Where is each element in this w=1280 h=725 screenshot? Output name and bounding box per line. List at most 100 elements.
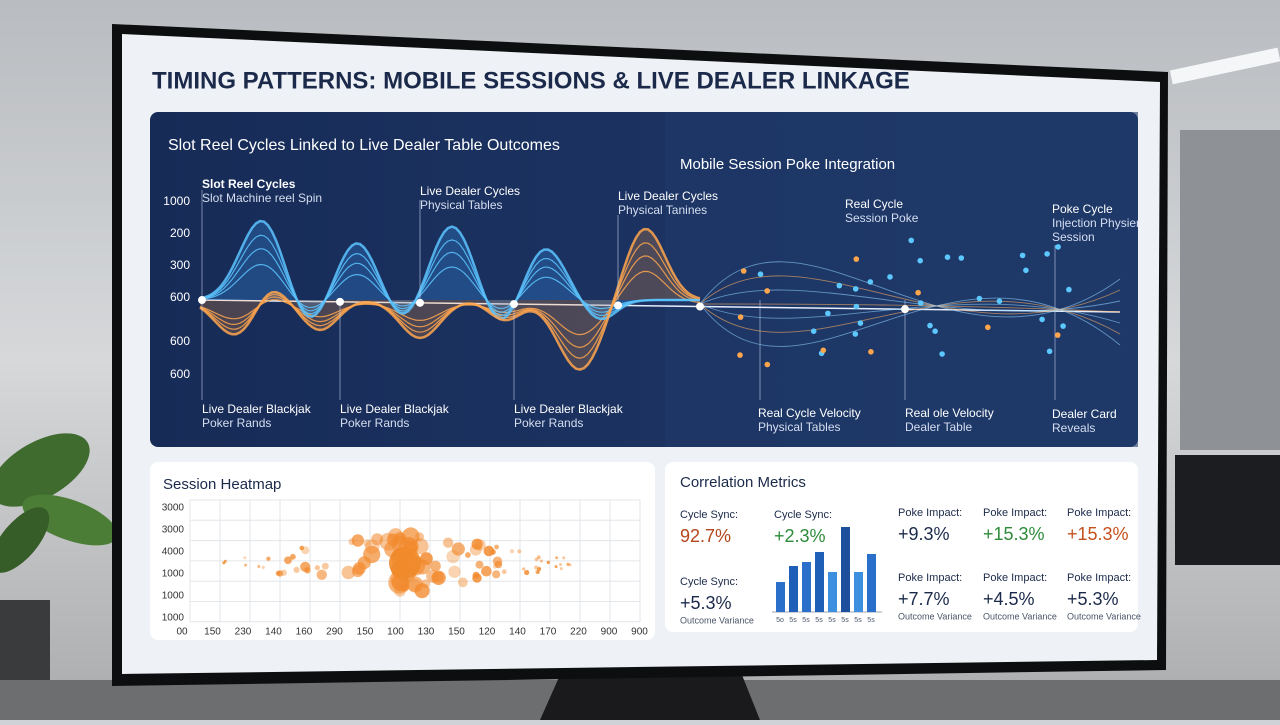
- heat-bubble: [522, 567, 526, 571]
- metric-label: Poke Impact:: [898, 572, 962, 584]
- node: [614, 301, 622, 310]
- session-dot: [915, 289, 921, 296]
- metric-value: +7.7%: [898, 589, 950, 609]
- metric-value: +5.3%: [680, 593, 732, 613]
- session-dot: [1054, 332, 1061, 338]
- x-label: 220: [570, 627, 587, 638]
- heat-bubble: [501, 569, 507, 575]
- heat-bubble: [492, 570, 501, 579]
- heat-bubble: [353, 562, 366, 575]
- window: [1180, 130, 1280, 450]
- heat-bubble: [451, 542, 465, 556]
- x-label: 140: [509, 627, 526, 638]
- heat-bubble: [223, 559, 227, 563]
- flow-line: [699, 303, 1121, 324]
- heat-bubble: [566, 563, 570, 567]
- y-label: 600: [170, 367, 190, 381]
- metric-label: Poke Impact:: [983, 572, 1047, 584]
- session-dot: [868, 349, 874, 355]
- heat-bubble: [341, 565, 356, 580]
- dashboard-title: TIMING PATTERNS: MOBILE SESSIONS & LIVE …: [152, 67, 910, 94]
- metric-label: Poke Impact:: [1067, 507, 1131, 519]
- y-label: 1000: [162, 569, 185, 580]
- metric-label: Cycle Sync:: [680, 576, 738, 588]
- heat-bubble: [475, 560, 484, 569]
- wave-panel-title: Slot Reel Cycles Linked to Live Dealer T…: [168, 137, 560, 154]
- flow-line: [699, 261, 1121, 318]
- bar-label: 5s: [828, 617, 836, 624]
- session-dot: [932, 328, 938, 335]
- heat-bubble: [316, 569, 327, 580]
- heat-bubble: [304, 567, 311, 574]
- mini-bars: [772, 527, 882, 613]
- metric-label: Poke Impact:: [1067, 572, 1131, 584]
- wave-line: [199, 270, 701, 336]
- flow-line: [699, 289, 1121, 312]
- wave-line: [199, 255, 701, 349]
- session-dot: [927, 322, 933, 329]
- x-label: 00: [176, 627, 188, 638]
- metric-note: Outcome Variance: [898, 611, 972, 621]
- heat-bubble: [420, 552, 433, 566]
- heat-bubble: [442, 537, 454, 548]
- heat-bubble: [555, 556, 559, 560]
- session-dot: [852, 286, 859, 292]
- heat-bubble: [566, 562, 570, 566]
- heat-bubble: [257, 564, 261, 569]
- y-label: 3000: [162, 525, 185, 536]
- heat-bubble: [546, 560, 550, 565]
- session-dot: [1023, 267, 1029, 274]
- bar-label: 5s: [867, 617, 875, 624]
- session-dot: [853, 303, 860, 310]
- session-dot: [867, 279, 874, 285]
- heat-bubble: [458, 577, 468, 588]
- annotation: Live Dealer Cycles: [618, 189, 718, 203]
- session-dot: [1060, 323, 1066, 329]
- session-dot: [917, 300, 924, 306]
- heat-bubble: [280, 569, 287, 576]
- heat-bubble: [430, 560, 441, 572]
- session-dot: [985, 324, 991, 331]
- heat-bubble: [481, 565, 492, 577]
- session-dot: [757, 271, 764, 278]
- session-dot: [887, 274, 893, 280]
- x-label: 900: [601, 627, 618, 638]
- y-label: 4000: [162, 547, 185, 558]
- annotation: Live Dealer Blackjak: [514, 402, 624, 416]
- metric-value: 92.7%: [680, 526, 731, 546]
- metric-value: +4.5%: [983, 589, 1035, 609]
- y-label: 600: [170, 334, 190, 348]
- mobile-panel-title: Mobile Session Poke Integration: [680, 156, 895, 173]
- session-dot: [939, 351, 945, 357]
- session-dot: [740, 268, 747, 274]
- session-dot: [1019, 252, 1026, 259]
- wave-line: [199, 234, 700, 317]
- x-label: 130: [418, 627, 435, 638]
- bar-label: 5s: [789, 617, 797, 624]
- heat-bubble: [426, 569, 439, 583]
- session-dot: [737, 314, 744, 320]
- heat-bubble: [421, 579, 430, 589]
- waves: [198, 190, 1121, 400]
- heat-bubble: [471, 538, 483, 550]
- heat-bubble: [536, 570, 540, 574]
- metric-label: Poke Impact:: [898, 507, 962, 519]
- heat-bubble: [509, 549, 515, 554]
- annotation: Real Cycle: [845, 197, 903, 211]
- session-dot: [764, 361, 771, 368]
- x-label: 120: [479, 627, 496, 638]
- heat-bubble: [469, 543, 482, 556]
- monitor-stand: [540, 670, 760, 720]
- annotation: Live Dealer Cycles: [420, 184, 520, 198]
- y-label: 1000: [162, 591, 185, 602]
- session-dot: [1039, 316, 1045, 323]
- annotation: Poker Rands: [340, 416, 409, 430]
- heat-bubble: [293, 566, 300, 574]
- heat-bubble: [539, 559, 543, 563]
- annotation: Physical Tables: [758, 420, 841, 434]
- heat-bubble: [363, 539, 372, 548]
- session-dot: [820, 347, 827, 354]
- heatmap-grid: [189, 499, 641, 623]
- baseline: [199, 299, 1121, 313]
